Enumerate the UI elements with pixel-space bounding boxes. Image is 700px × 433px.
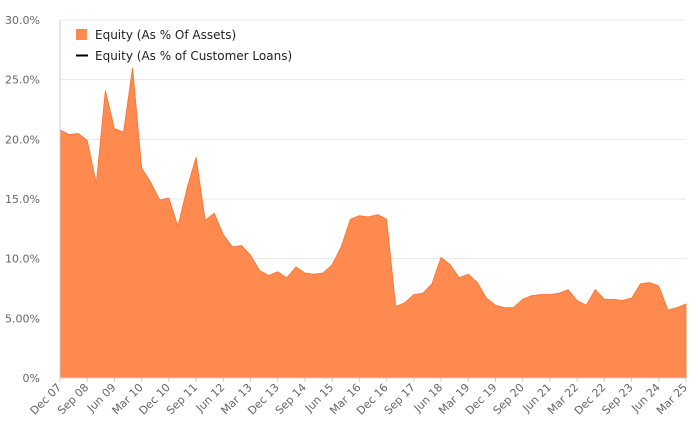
x-tick-label: Sep 08	[55, 381, 91, 417]
legend-label-equity-assets: Equity (As % Of Assets)	[95, 28, 236, 42]
legend-swatch-square	[76, 29, 87, 40]
y-tick-label: 5.00%	[5, 312, 40, 325]
y-tick-label: 0%	[23, 372, 40, 385]
legend[interactable]: Equity (As % Of Assets) Equity (As % of …	[76, 28, 292, 63]
y-tick-label: 10.0%	[5, 253, 40, 266]
plot-area	[59, 67, 687, 379]
x-tick-label: Sep 11	[164, 381, 200, 417]
x-tick-label: Sep 20	[491, 381, 527, 417]
axes	[59, 20, 686, 379]
x-tick-label: Mar 25	[654, 381, 690, 417]
legend-item-equity-assets[interactable]: Equity (As % Of Assets)	[76, 28, 236, 42]
y-tick-label: 25.0%	[5, 74, 40, 87]
y-tick-label: 15.0%	[5, 193, 40, 206]
legend-item-equity-loans[interactable]: Equity (As % of Customer Loans)	[76, 49, 292, 63]
x-tick-label: Sep 23	[599, 381, 635, 417]
y-tick-label: 30.0%	[5, 14, 40, 27]
x-tick-label: Sep 17	[382, 381, 418, 417]
y-axis-ticks: 0% 5.00% 10.0% 15.0% 20.0% 25.0% 30.0%	[5, 14, 40, 385]
x-tick-label: Sep 14	[273, 381, 309, 417]
legend-label-equity-loans: Equity (As % of Customer Loans)	[95, 49, 292, 63]
y-tick-label: 20.0%	[5, 133, 40, 146]
series-area-equity-assets	[59, 67, 687, 379]
